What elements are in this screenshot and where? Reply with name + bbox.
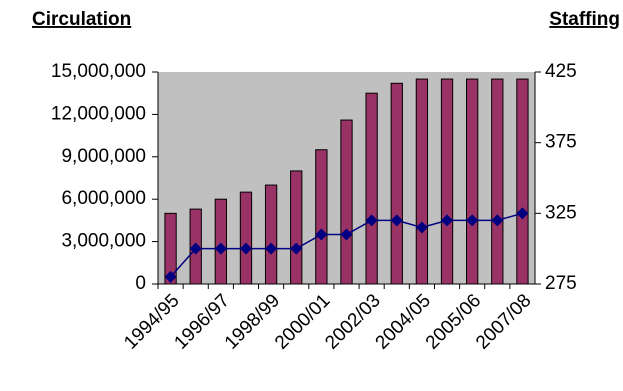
y-axis-title: Circulation bbox=[32, 9, 131, 30]
marker bbox=[365, 214, 378, 227]
y-tick-label: 9,000,000 bbox=[61, 146, 146, 167]
bar bbox=[440, 78, 454, 285]
x-tick-label: 2004/05 bbox=[372, 290, 435, 353]
bar bbox=[390, 82, 403, 285]
bar bbox=[340, 119, 353, 285]
x-tick-label: 2005/06 bbox=[422, 290, 485, 353]
bar bbox=[491, 78, 504, 285]
marker bbox=[214, 242, 227, 255]
x-tick-label: 1994/95 bbox=[120, 290, 183, 353]
y-tick-label: 6,000,000 bbox=[61, 188, 146, 209]
bar bbox=[415, 78, 429, 285]
bar bbox=[214, 198, 227, 285]
x-tick-label: 2002/03 bbox=[321, 290, 384, 353]
marker bbox=[290, 242, 303, 255]
bar bbox=[516, 78, 529, 285]
y-tick-label: 15,000,000 bbox=[51, 61, 146, 82]
x-tick-label: 1998/99 bbox=[221, 290, 284, 353]
y2-tick-label: 425 bbox=[545, 61, 577, 82]
marker bbox=[466, 214, 479, 227]
marker bbox=[340, 228, 353, 241]
x-tick-label: 1996/97 bbox=[170, 290, 233, 353]
x-tick-label: 2007/08 bbox=[472, 290, 535, 353]
marker bbox=[239, 242, 252, 255]
bar bbox=[365, 92, 378, 285]
marker bbox=[164, 270, 177, 283]
bar bbox=[239, 191, 253, 285]
y-tick-label: 0 bbox=[135, 273, 146, 294]
y2-tick-label: 325 bbox=[545, 202, 577, 223]
y2-axis-title: Staffing bbox=[549, 9, 620, 30]
bar bbox=[290, 170, 303, 285]
marker bbox=[516, 207, 529, 220]
y2-tick-label: 275 bbox=[545, 273, 577, 294]
x-tick-label: 2000/01 bbox=[271, 290, 334, 353]
y-tick-label: 3,000,000 bbox=[61, 231, 146, 252]
y2-tick-label: 375 bbox=[545, 132, 577, 153]
y-tick-label: 12,000,000 bbox=[51, 103, 146, 124]
marker bbox=[189, 242, 202, 255]
bar bbox=[466, 78, 479, 285]
marker bbox=[265, 242, 278, 255]
bar bbox=[315, 149, 328, 285]
bar bbox=[264, 184, 278, 285]
marker bbox=[315, 228, 328, 241]
marker bbox=[415, 221, 428, 234]
marker bbox=[491, 214, 504, 227]
marker bbox=[390, 214, 403, 227]
marker bbox=[441, 214, 454, 227]
